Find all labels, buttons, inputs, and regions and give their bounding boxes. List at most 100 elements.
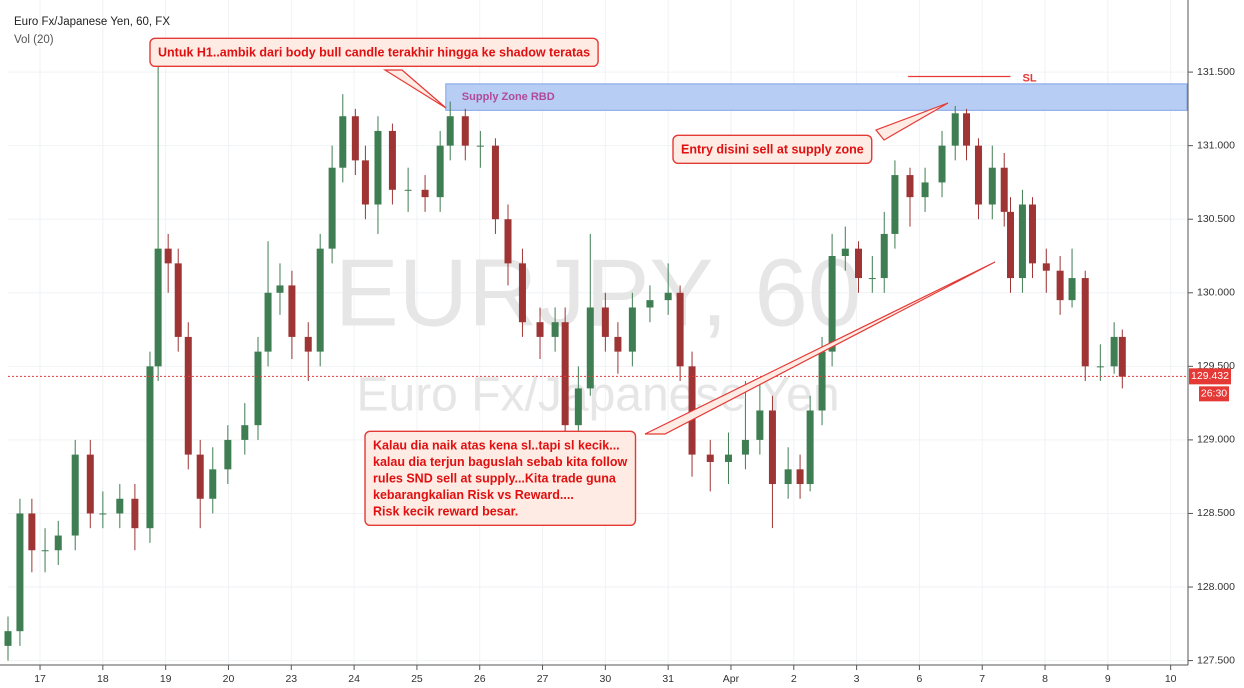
callout-pointer <box>644 261 996 435</box>
y-tick-label: 128.000 <box>1197 581 1235 593</box>
chart-subtitle: Vol (20) <box>14 34 54 46</box>
candle-body <box>828 255 836 352</box>
candle-body <box>664 292 672 301</box>
candle-body <box>963 113 971 146</box>
candle-body <box>339 116 347 168</box>
callout-text: rules SND sell at supply...Kita trade gu… <box>373 471 617 485</box>
x-tick-label: 25 <box>411 673 423 685</box>
candle-body <box>404 189 412 191</box>
callout-text: Untuk H1..ambik dari body bull candle te… <box>158 45 590 59</box>
candle-body <box>504 219 512 264</box>
candle-body <box>518 263 526 323</box>
candle-body <box>209 469 217 499</box>
y-tick-label: 131.500 <box>1197 66 1235 78</box>
candle-body <box>586 307 594 389</box>
candle-body <box>784 469 792 485</box>
candle-body <box>806 410 814 485</box>
x-tick-label: 10 <box>1165 673 1177 685</box>
x-tick-label: 8 <box>1042 673 1048 685</box>
x-tick-label: 3 <box>854 673 860 685</box>
candle-body <box>741 439 749 455</box>
candle-body <box>854 248 862 279</box>
last-price-box <box>1189 368 1231 385</box>
candle-body <box>288 285 296 337</box>
y-tick-label: 131.000 <box>1197 139 1235 151</box>
x-tick-label: 19 <box>160 673 172 685</box>
candle-body <box>1056 270 1064 301</box>
candle-body <box>54 535 62 551</box>
candle-body <box>41 550 49 552</box>
candle-body <box>196 454 204 499</box>
callout-box <box>149 37 599 67</box>
candle-body <box>601 307 609 337</box>
x-tick-label: 6 <box>916 673 922 685</box>
candle-body <box>536 322 544 337</box>
candle-body <box>768 410 776 485</box>
x-tick-label: 23 <box>285 673 297 685</box>
x-tick-label: Apr <box>723 673 740 685</box>
x-tick-label: 2 <box>791 673 797 685</box>
candle-body <box>1028 204 1036 264</box>
candle-body <box>938 145 946 183</box>
callout: Untuk H1..ambik dari body bull candle te… <box>149 37 599 67</box>
candle-body <box>351 116 359 161</box>
candle-body <box>1006 211 1014 279</box>
candle-body <box>614 336 622 352</box>
candle-body <box>146 366 154 529</box>
callout-text: Kalau dia naik atas kena sl..tapi sl kec… <box>373 438 620 452</box>
candle-body <box>99 513 107 515</box>
candle-body <box>1068 278 1076 301</box>
candle-body <box>241 425 249 440</box>
watermark: EURJPY, 60 <box>335 239 862 346</box>
candle-body <box>818 351 826 411</box>
candle-body <box>361 160 369 205</box>
candle-body <box>951 113 959 146</box>
callout-text: kalau dia terjun baguslah sebab kita fol… <box>373 455 628 469</box>
x-tick-label: 7 <box>979 673 985 685</box>
y-tick-label: 127.500 <box>1197 654 1235 666</box>
candle-body <box>316 248 324 352</box>
callout: Kalau dia naik atas kena sl..tapi sl kec… <box>364 430 637 526</box>
callout-text: Risk kecik reward besar. <box>373 504 518 518</box>
candle-body <box>706 454 714 462</box>
supply-zone-label: Supply Zone RBD <box>462 91 555 103</box>
candle-body <box>476 145 484 147</box>
candle-body <box>16 513 24 632</box>
countdown-box <box>1199 386 1229 402</box>
x-tick-label: 30 <box>600 673 612 685</box>
candle-body <box>71 454 79 536</box>
chart-title: Euro Fx/Japanese Yen, 60, FX <box>14 16 170 28</box>
x-tick-label: 31 <box>662 673 674 685</box>
candle-body <box>646 300 654 308</box>
candle-body <box>436 145 444 198</box>
candle-body <box>461 116 469 146</box>
annotations: Untuk H1..ambik dari body bull candle te… <box>149 37 873 526</box>
candle-body <box>254 351 262 426</box>
candle-body <box>1018 204 1026 279</box>
callout-text: kebarangkalian Risk vs Reward.... <box>373 488 574 502</box>
callout-box <box>672 134 873 164</box>
callout: Entry disini sell at supply zone <box>672 134 873 164</box>
candle-body <box>446 116 454 146</box>
candle-body <box>388 130 396 190</box>
overlay: SL <box>8 72 1187 377</box>
supply-zone-rect <box>445 83 1188 111</box>
candle-body <box>174 263 182 337</box>
candle-body <box>304 336 312 352</box>
candle-body <box>841 248 849 256</box>
candle-body <box>1081 278 1089 367</box>
candle-body <box>276 285 284 293</box>
candle-body <box>131 498 139 529</box>
candle-body <box>551 322 559 337</box>
callout-text: Entry disini sell at supply zone <box>681 142 864 156</box>
x-tick-label: 17 <box>34 673 46 685</box>
candle-body <box>1000 167 1008 212</box>
candle-body <box>164 248 172 264</box>
candle-body <box>906 175 914 198</box>
candle-body <box>4 631 12 646</box>
candle-body <box>1096 366 1104 368</box>
x-tick-label: 27 <box>537 673 549 685</box>
candle-body <box>628 307 636 352</box>
